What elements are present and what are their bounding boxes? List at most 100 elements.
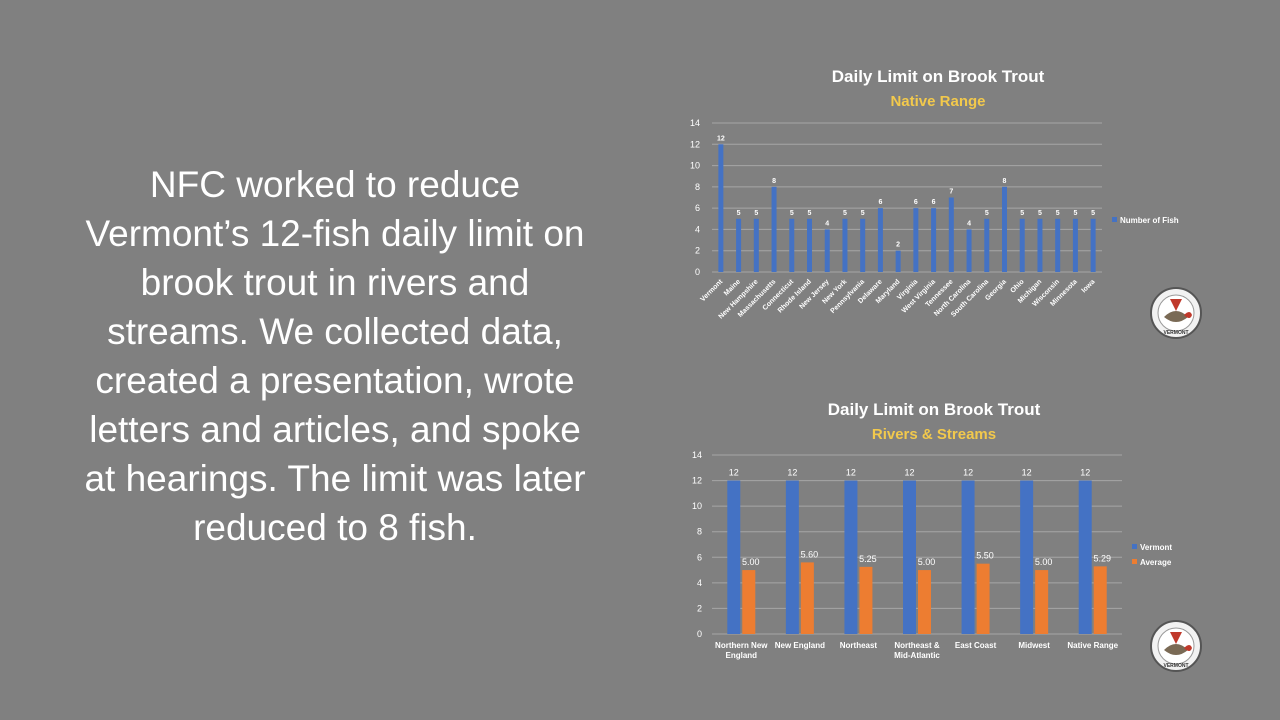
chart1-category-label: Vermont (700, 278, 725, 303)
chart2-data-label: 12 (729, 468, 739, 478)
chart2-data-label: 5.29 (1093, 553, 1111, 563)
chart1-data-label: 5 (754, 210, 758, 217)
chart1-y-tick-label: 0 (695, 267, 700, 277)
chart2-bar-vermont (1020, 480, 1034, 634)
chart1-y-tick-label: 14 (690, 118, 700, 128)
chart1-bar (753, 218, 759, 272)
chart1-bar (824, 229, 830, 272)
chart1-y-tick-label: 4 (695, 224, 700, 234)
chart2-bar-vermont (903, 480, 916, 634)
chart1-bar (1090, 218, 1096, 272)
chart1-bar (789, 218, 795, 272)
chart1-bar (984, 218, 990, 272)
native-fish-coalition-logo: VERMONT (1150, 287, 1202, 339)
chart1-bar (877, 208, 883, 272)
chart1-y-tick-label: 6 (695, 203, 700, 213)
chart1-data-label: 5 (1020, 210, 1024, 217)
chart2-category-label: Mid-Atlantic (894, 651, 940, 660)
chart2-data-label: 12 (904, 468, 914, 478)
chart1-category-label: Ohio (1009, 278, 1025, 294)
chart2-category-label: New England (775, 641, 825, 650)
chart2-data-label: 5.60 (801, 549, 819, 559)
chart2-y-tick-label: 0 (697, 629, 702, 639)
chart1-data-label: 4 (825, 220, 829, 227)
chart2-y-tick-label: 12 (692, 476, 702, 486)
chart1-data-label: 5 (985, 210, 989, 217)
chart2-gridlines: 0 2 4 6 8 10 12 14 (692, 450, 1122, 639)
chart1-data-label: 5 (861, 210, 865, 217)
chart1-data-label: 12 (717, 135, 725, 142)
chart1-bar (1002, 186, 1007, 272)
chart1-bar (948, 197, 954, 272)
chart1-data-label: 5 (1073, 210, 1077, 217)
chart1-data-label: 6 (914, 199, 918, 206)
chart2-legend-swatch (1132, 544, 1137, 549)
chart2-category-label: Native Range (1067, 641, 1118, 650)
chart2-y-tick-label: 4 (697, 578, 702, 588)
chart2-data-label: 12 (963, 468, 973, 478)
chart1-bar (913, 208, 919, 272)
chart2-category-label: Northern New (715, 641, 768, 650)
chart2-title: Daily Limit on Brook Trout (828, 400, 1041, 419)
chart1-bar (771, 186, 777, 272)
chart2-bar-average (976, 563, 990, 634)
chart1-data-label: 5 (1091, 210, 1095, 217)
chart2-data-label: 12 (1022, 468, 1032, 478)
chart1-gridlines: 0 2 4 6 8 10 12 14 (690, 118, 1102, 277)
chart2-category-label: England (726, 651, 758, 660)
chart1-data-label: 5 (1056, 210, 1060, 217)
chart1-legend-label: Number of Fish (1120, 216, 1179, 225)
logo-bottom-text: VERMONT (1164, 330, 1189, 336)
chart2-legend-swatch (1132, 559, 1137, 564)
chart2-bar-vermont (785, 480, 799, 634)
chart2-bar-vermont (727, 480, 741, 634)
chart1-bar (931, 208, 937, 272)
chart2-bar-vermont (844, 480, 858, 634)
native-fish-coalition-logo: VERMONT (1150, 620, 1202, 672)
chart1-y-tick-label: 2 (695, 246, 700, 256)
chart2-legend: Vermont Average (1132, 543, 1172, 567)
chart1-data-label: 6 (878, 199, 882, 206)
chart1-data-label: 5 (808, 210, 812, 217)
slide-body-text: NFC worked to reduce Vermont’s 12-fish d… (84, 164, 586, 548)
chart1-title: Daily Limit on Brook Trout (832, 67, 1045, 86)
chart2-bar-vermont (1078, 480, 1092, 634)
chart2-y-tick-label: 8 (697, 527, 702, 537)
chart1-bar (1055, 218, 1061, 272)
chart2-category-label: Midwest (1018, 641, 1050, 650)
chart2-data-label: 5.50 (976, 551, 994, 561)
chart2-subtitle: Rivers & Streams (872, 426, 996, 443)
logo-bottom-text: VERMONT (1164, 663, 1189, 669)
chart1-data-label: 5 (790, 210, 794, 217)
chart1-data-label: 5 (843, 210, 847, 217)
chart2-bar-average (800, 562, 814, 634)
chart1-data-label: 5 (1038, 210, 1042, 217)
chart1-bar (842, 218, 848, 272)
chart2-data-label: 5.00 (918, 557, 936, 567)
chart2-data-label: 5.25 (859, 554, 877, 564)
chart2-legend-label: Average (1140, 558, 1172, 567)
chart1-y-tick-label: 10 (690, 161, 700, 171)
chart1-data-label: 6 (932, 199, 936, 206)
chart1-bar (860, 218, 866, 272)
chart2-bar-vermont (961, 480, 975, 634)
chart2-data-label: 5.00 (742, 557, 760, 567)
chart1-data-label: 8 (772, 178, 776, 185)
chart1-data-label: 4 (967, 220, 971, 227)
chart1-legend: Number of Fish (1112, 216, 1179, 225)
chart1-data-label: 5 (737, 210, 741, 217)
chart2-y-tick-label: 2 (697, 603, 702, 613)
chart1-bar (1019, 218, 1025, 272)
chart2-y-tick-label: 6 (697, 552, 702, 562)
chart1-bar (807, 218, 812, 272)
chart-rivers-streams: Daily Limit on Brook Trout Rivers & Stre… (692, 400, 1172, 660)
chart2-data-label: 5.00 (1035, 557, 1053, 567)
chart1-legend-swatch (1112, 217, 1117, 222)
chart2-data-label: 12 (1080, 468, 1090, 478)
chart1-bar (736, 218, 742, 272)
chart1-subtitle: Native Range (890, 93, 985, 110)
chart2-data-label: 12 (846, 468, 856, 478)
